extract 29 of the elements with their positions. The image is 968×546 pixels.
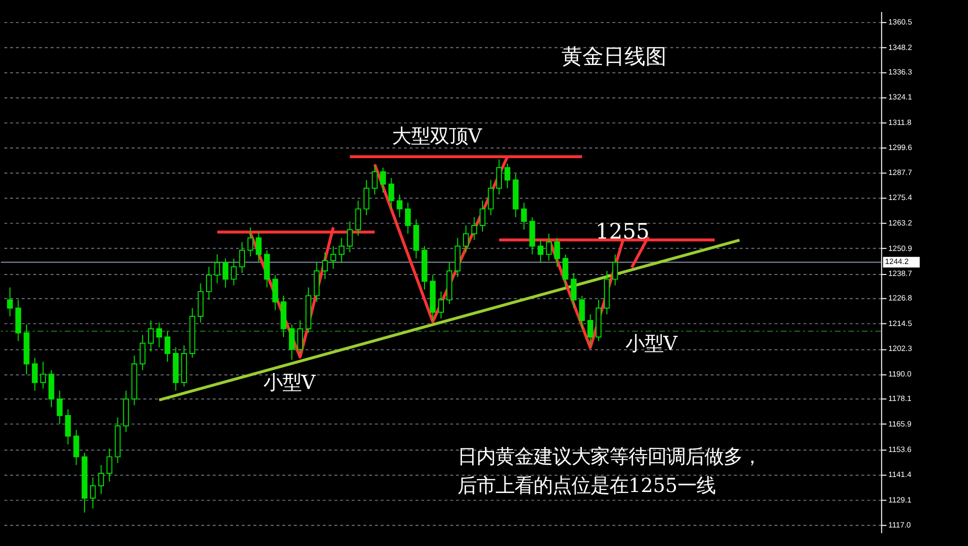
y-tick-label: 1141.4 xyxy=(888,470,912,479)
y-tick-label: 1214.5 xyxy=(888,319,912,328)
y-tick-label: 1238.7 xyxy=(888,269,912,278)
y-tick-label: 1165.9 xyxy=(888,419,912,428)
y-tick-label: 1348.2 xyxy=(888,42,912,52)
y-tick-label: 1275.4 xyxy=(888,193,913,202)
annotation: 1255 xyxy=(595,219,650,244)
y-tick-label: 1311.8 xyxy=(888,118,912,128)
y-tick-label: 1153.6 xyxy=(888,444,912,454)
y-tick-label: 1226.8 xyxy=(888,294,912,303)
annotation: 小型V xyxy=(625,332,678,356)
y-tick-label: 1202.3 xyxy=(888,344,912,354)
annotation: 小型V xyxy=(263,370,316,394)
ref-line-label: 1244.2 xyxy=(885,257,909,266)
text: 黄金日线图 xyxy=(561,44,666,70)
y-tick-label: 1263.2 xyxy=(888,218,912,228)
y-tick-label: 1129.1 xyxy=(888,495,912,504)
annotation: 日内黄金建议大家等待回调后做多， xyxy=(457,445,762,468)
y-tick-label: 1360.5 xyxy=(888,17,912,26)
y-tick-label: 1324.1 xyxy=(888,92,912,102)
y-tick-label: 1190.0 xyxy=(888,370,912,379)
y-tick-label: 1250.9 xyxy=(888,244,912,253)
y-tick-label: 1287.7 xyxy=(888,168,912,177)
y-tick-label: 1178.1 xyxy=(888,394,912,404)
y-tick-label: 1299.6 xyxy=(888,143,912,152)
y-tick-label: 1336.3 xyxy=(888,67,912,76)
annotation: 后市上看的点位是在1255一线 xyxy=(457,474,716,498)
y-tick-label: 1117.0 xyxy=(888,520,911,530)
annotation: 大型双顶V xyxy=(392,124,483,148)
